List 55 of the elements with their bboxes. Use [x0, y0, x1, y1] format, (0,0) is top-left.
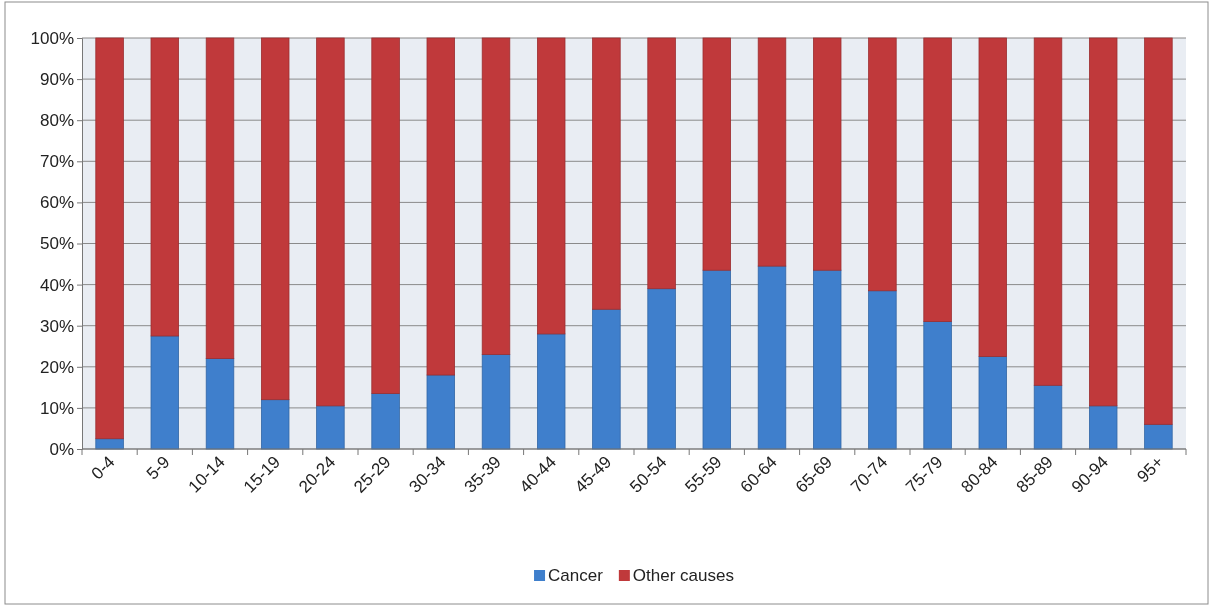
bar	[261, 399, 290, 450]
bar	[1033, 37, 1063, 386]
y-tick-label: 100%	[30, 28, 74, 48]
bar	[537, 37, 566, 335]
x-tick-label: 5-9	[142, 452, 174, 484]
bar	[868, 37, 897, 292]
bar	[592, 37, 621, 310]
bar	[150, 37, 179, 337]
y-tick-label: 70%	[39, 152, 74, 172]
bar	[923, 37, 952, 322]
bar	[702, 269, 731, 450]
bar	[205, 37, 235, 359]
bar	[702, 37, 731, 271]
bar	[537, 333, 566, 450]
y-tick-label: 80%	[39, 111, 74, 131]
bar	[371, 393, 400, 450]
y-tick-label: 0%	[49, 439, 74, 459]
bar	[978, 37, 1007, 357]
bar	[261, 37, 290, 401]
x-tick-label: 95+	[1133, 452, 1168, 487]
legend-label: Cancer	[548, 566, 604, 585]
bar	[868, 290, 897, 450]
bar	[1033, 384, 1063, 450]
y-tick-label: 20%	[39, 357, 74, 377]
bar	[1144, 37, 1173, 425]
y-tick-label: 30%	[39, 316, 74, 336]
x-tick-label: 0-4	[87, 452, 119, 484]
y-tick-label: 60%	[39, 193, 74, 213]
bar	[647, 37, 676, 290]
bar	[978, 356, 1007, 450]
bar	[316, 37, 345, 407]
y-tick-label: 90%	[39, 70, 74, 90]
bar	[205, 358, 235, 450]
bar	[813, 37, 842, 271]
bar	[1089, 405, 1118, 450]
bar	[426, 37, 455, 376]
bar	[426, 374, 455, 450]
bar	[481, 37, 511, 355]
bar	[757, 37, 787, 267]
legend-label: Other causes	[632, 566, 734, 585]
bar	[1144, 423, 1173, 450]
y-tick-label: 10%	[39, 398, 74, 418]
bar	[813, 269, 842, 450]
bar	[592, 308, 621, 450]
bar	[316, 405, 345, 450]
y-tick-label: 50%	[39, 234, 74, 254]
bar	[1089, 37, 1118, 407]
bar	[647, 288, 676, 450]
bar	[481, 354, 511, 450]
bar	[150, 335, 179, 450]
bar	[95, 37, 124, 440]
bar	[757, 265, 787, 450]
y-tick-label: 40%	[39, 275, 74, 295]
bar	[923, 321, 952, 450]
bar	[371, 37, 400, 394]
